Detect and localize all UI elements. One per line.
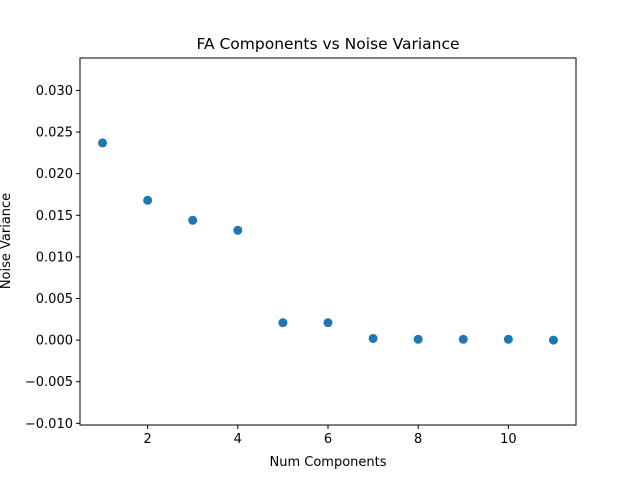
- y-tick-label: 0.025: [36, 126, 73, 141]
- data-point: [278, 318, 288, 328]
- plot-area-frame: [79, 57, 577, 426]
- data-point: [413, 334, 423, 344]
- y-tick-label: −0.010: [25, 417, 73, 432]
- data-point: [503, 334, 513, 344]
- data-point: [548, 335, 558, 345]
- data-point: [368, 333, 378, 343]
- y-tick-label: 0.005: [36, 292, 73, 307]
- y-tick-label: 0.020: [36, 167, 73, 182]
- x-axis-ticks: 2 4 6 8 10: [143, 425, 517, 447]
- data-point: [323, 318, 333, 328]
- data-point: [98, 138, 108, 148]
- data-point: [458, 334, 468, 344]
- y-tick-label: 0.000: [36, 334, 73, 349]
- x-tick-label: 10: [500, 432, 517, 447]
- y-tick-label: 0.030: [36, 84, 73, 99]
- x-tick-label: 4: [234, 432, 242, 447]
- data-point: [233, 225, 243, 235]
- x-tick-label: 8: [414, 432, 422, 447]
- data-points: [98, 138, 558, 345]
- y-axis-title: Noise Variance: [0, 193, 14, 289]
- y-tick-label: 0.010: [36, 250, 73, 265]
- x-tick-label: 2: [143, 432, 151, 447]
- data-point: [143, 195, 153, 205]
- y-tick-label: 0.015: [36, 209, 73, 224]
- chart-title: FA Components vs Noise Variance: [196, 35, 459, 53]
- y-axis-ticks: −0.010 −0.005 0.000 0.005 0.010 0.015 0.020 0.0…: [25, 84, 80, 432]
- y-tick-label: −0.005: [25, 375, 73, 390]
- x-tick-label: 6: [324, 432, 332, 447]
- x-axis-title: Num Components: [269, 455, 386, 470]
- data-point: [188, 215, 198, 225]
